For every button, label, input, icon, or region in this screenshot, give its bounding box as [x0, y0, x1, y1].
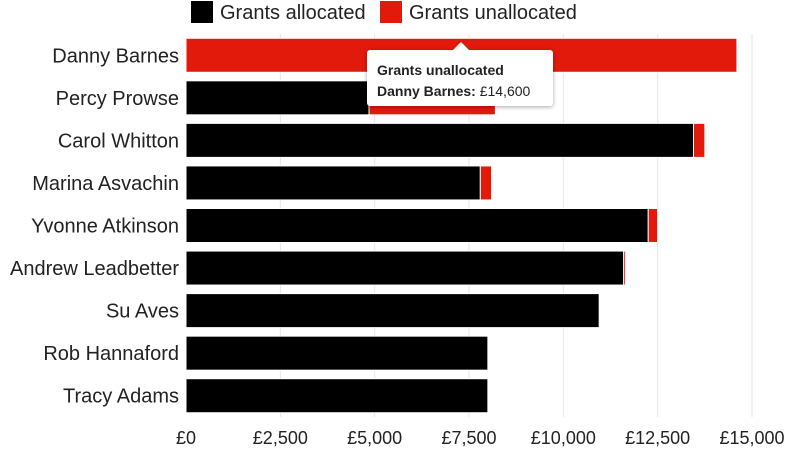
tooltip-caret [453, 42, 469, 50]
bar-grants-unallocated-yvonne-atkinson[interactable] [647, 208, 659, 243]
bar-grants-unallocated-carol-whitton[interactable] [693, 122, 706, 158]
category-label-yvonne-atkinson: Yvonne Atkinson [31, 216, 179, 238]
tooltip-value: £14,600 [479, 83, 531, 99]
legend-label-grants-allocated[interactable]: Grants allocated [220, 2, 366, 24]
bar-grants-allocated-tracy-adams[interactable] [185, 378, 489, 414]
bar-grants-allocated-percy-prowse[interactable] [185, 80, 370, 116]
category-label-tracy-adams: Tracy Adams [63, 386, 179, 408]
bar-grants-allocated-su-aves[interactable] [185, 293, 600, 329]
tooltip-series-name: Grants unallocated [377, 62, 504, 78]
x-tick-label-2: £5,000 [347, 428, 402, 448]
tooltip-value-row: Danny Barnes: £14,600 [377, 81, 543, 102]
category-labels: Danny Barnes Percy Prowse Carol Whitton Mar… [10, 45, 179, 407]
bar-grants-allocated-carol-whitton[interactable] [185, 122, 695, 158]
bar-grants-allocated-andrew-leadbetter[interactable] [185, 250, 625, 286]
category-label-rob-hannaford: Rob Hannaford [43, 343, 179, 365]
x-tick-label-1: £2,500 [253, 428, 308, 448]
category-label-andrew-leadbetter: Andrew Leadbetter [10, 258, 179, 280]
bar-grants-allocated-rob-hannaford[interactable] [185, 335, 489, 371]
x-tick-label-0: £0 [176, 428, 196, 448]
legend: Grants allocated Grants unallocated [191, 1, 577, 24]
x-tick-label-3: £7,500 [441, 428, 496, 448]
bar-grants-allocated-yvonne-atkinson[interactable] [185, 208, 649, 243]
bar-grants-unallocated-andrew-leadbetter[interactable] [623, 250, 627, 286]
bar-grants-unallocated-marina-asvachin[interactable] [479, 165, 493, 201]
legend-swatch-grants-allocated [191, 1, 213, 23]
legend-label-grants-unallocated[interactable]: Grants unallocated [409, 2, 577, 24]
tooltip-category: Danny Barnes: [377, 83, 476, 99]
category-label-danny-barnes: Danny Barnes [52, 45, 179, 67]
category-label-percy-prowse: Percy Prowse [56, 88, 179, 110]
x-tick-label-6: £15,000 [719, 428, 784, 448]
x-tick-label-4: £10,000 [531, 428, 596, 448]
category-label-marina-asvachin: Marina Asvachin [32, 173, 179, 195]
bar-grants-allocated-marina-asvachin[interactable] [185, 165, 481, 201]
legend-swatch-grants-unallocated [380, 1, 402, 23]
tooltip: Grants unallocated Danny Barnes: £14,600 [367, 42, 553, 106]
category-label-su-aves: Su Aves [106, 301, 179, 323]
category-label-carol-whitton: Carol Whitton [58, 130, 179, 152]
x-axis-ticks: £0 £2,500 £5,000 £7,500 £10,000 £12,500 £15,00… [176, 428, 785, 448]
x-tick-label-5: £12,500 [625, 428, 690, 448]
